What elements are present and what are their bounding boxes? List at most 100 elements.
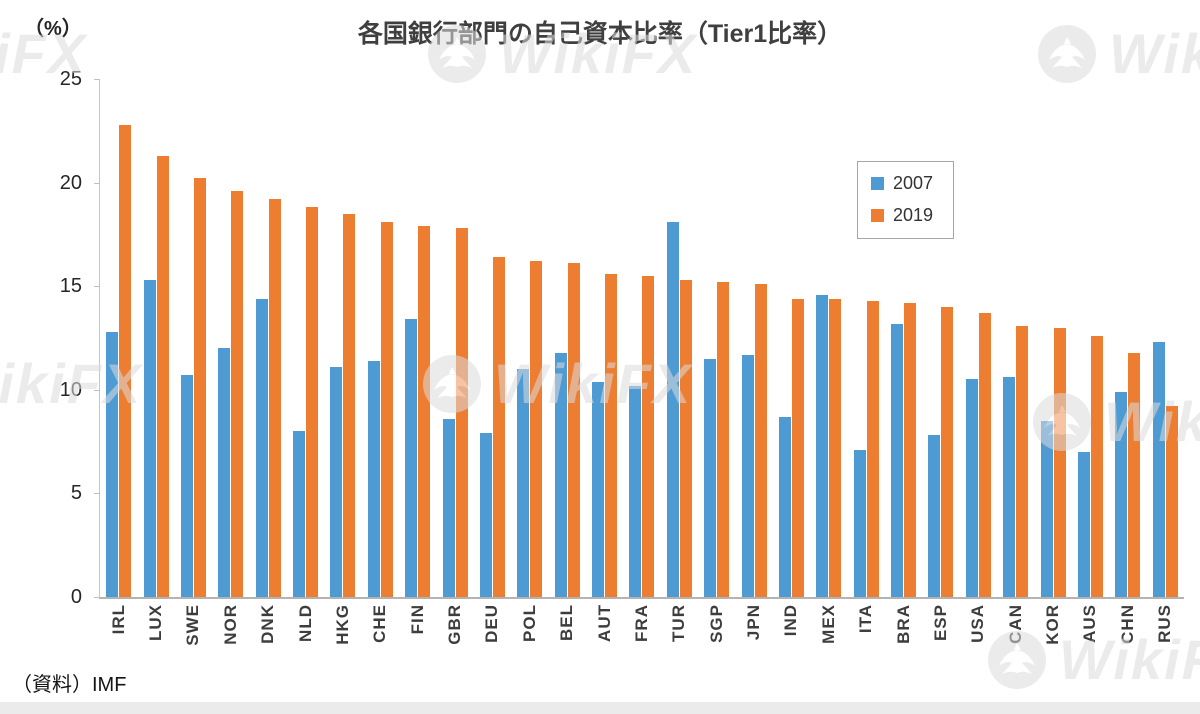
bar-group-RUS: RUS: [1147, 79, 1184, 643]
bar-group-FRA: FRA: [623, 79, 660, 642]
x-label-SGP: SGP: [706, 604, 726, 643]
x-label-BRA: BRA: [893, 604, 913, 644]
bar-2019-CAN: [1016, 325, 1029, 597]
bar-2019-GBR: [455, 228, 468, 597]
legend-item-2007: 2007: [871, 174, 933, 192]
bar-2007-SWE: [180, 375, 193, 597]
bar-2007-ESP: [928, 435, 941, 597]
bar-2019-MEX: [829, 298, 842, 597]
bar-2007-MEX: [816, 294, 829, 597]
x-label-KOR: KOR: [1043, 604, 1063, 645]
bar-group-LUX: LUX: [137, 79, 174, 641]
x-label-FRA: FRA: [631, 604, 651, 642]
bar-2007-IRL: [106, 331, 119, 597]
bar-2007-LUX: [143, 279, 156, 597]
x-label-ESP: ESP: [930, 604, 950, 642]
bar-2019-DNK: [268, 199, 281, 597]
bar-group-IRL: IRL: [100, 79, 137, 634]
bar-2007-DEU: [479, 433, 492, 597]
legend-label-2019: 2019: [893, 205, 934, 225]
bar-group-CHN: CHN: [1109, 79, 1146, 644]
bar-group-FIN: FIN: [399, 79, 436, 634]
x-label-RUS: RUS: [1155, 604, 1175, 643]
bar-2019-KOR: [1053, 327, 1066, 597]
bar-group-ESP: ESP: [922, 79, 959, 641]
y-tick-0: 0: [70, 586, 101, 608]
bar-2019-POL: [530, 261, 543, 597]
bar-2019-FIN: [418, 226, 431, 597]
bar-group-MEX: MEX: [810, 79, 847, 644]
bar-group-NOR: NOR: [212, 79, 249, 645]
x-label-LUX: LUX: [146, 604, 166, 641]
bar-2019-IND: [791, 298, 804, 597]
y-axis-unit-label: （%）: [24, 18, 82, 40]
bar-group-HKG: HKG: [324, 79, 361, 645]
bar-group-AUS: AUS: [1072, 79, 1109, 643]
x-label-IRL: IRL: [108, 604, 128, 635]
bar-2019-NOR: [231, 190, 244, 597]
bar-2019-CHE: [380, 221, 393, 597]
bar-2019-JPN: [754, 284, 767, 597]
bar-group-JPN: JPN: [735, 79, 772, 640]
x-label-HKG: HKG: [332, 604, 352, 645]
y-tick-20: 20: [59, 171, 101, 194]
bar-2019-FRA: [642, 275, 655, 597]
bar-2007-GBR: [442, 418, 455, 597]
bar-2007-AUS: [1077, 451, 1090, 597]
bar-group-BRA: BRA: [885, 79, 922, 644]
bar-2019-LUX: [156, 155, 169, 597]
bar-2007-BRA: [891, 323, 904, 597]
legend-swatch-2019: [871, 208, 884, 222]
y-tick-5: 5: [70, 482, 101, 505]
legend-item-2019: 2019: [871, 206, 933, 224]
bar-2019-AUS: [1090, 335, 1103, 597]
bar-group-IND: IND: [773, 79, 810, 636]
bar-group-CAN: CAN: [997, 79, 1034, 644]
x-label-MEX: MEX: [818, 604, 838, 644]
y-axis: 0 5 10 15 20 25: [0, 69, 101, 607]
bar-2019-CHN: [1128, 352, 1141, 597]
bar-2019-ESP: [941, 306, 954, 597]
bar-group-DNK: DNK: [250, 79, 287, 644]
bar-2019-TUR: [679, 279, 692, 597]
bar-2019-BRA: [904, 302, 917, 597]
bar-2019-SGP: [717, 282, 730, 597]
x-label-NOR: NOR: [220, 604, 240, 645]
x-label-POL: POL: [519, 604, 539, 642]
bar-2007-NOR: [218, 348, 231, 597]
x-label-JPN: JPN: [744, 604, 764, 641]
chart-title: 各国銀行部門の自己資本比率（Tier1比率）: [357, 20, 843, 48]
x-label-DEU: DEU: [482, 604, 502, 643]
bar-2019-ITA: [866, 300, 879, 597]
bar-2019-HKG: [343, 213, 356, 597]
bar-2019-BEL: [567, 263, 580, 597]
x-label-IND: IND: [781, 604, 801, 637]
bar-2007-IND: [778, 416, 791, 597]
x-label-AUT: AUT: [594, 604, 614, 642]
bar-group-POL: POL: [511, 79, 548, 642]
bar-group-AUT: AUT: [586, 79, 623, 642]
source-note: （資料）IMF: [12, 674, 127, 696]
bar-2019-USA: [978, 313, 991, 597]
x-label-FIN: FIN: [407, 604, 427, 635]
x-label-USA: USA: [968, 604, 988, 643]
bar-group-CHE: CHE: [362, 79, 399, 643]
bar-group-ITA: ITA: [848, 79, 885, 633]
bar-group-DEU: DEU: [474, 79, 511, 643]
bar-2007-NLD: [293, 431, 306, 597]
legend-swatch-2007: [871, 176, 884, 190]
bar-2007-RUS: [1152, 342, 1165, 597]
bar-2007-USA: [965, 379, 978, 597]
x-label-CAN: CAN: [1005, 604, 1025, 644]
bar-2007-DNK: [255, 298, 268, 597]
bar-2007-FIN: [405, 319, 418, 597]
bar-2019-DEU: [492, 257, 505, 597]
bar-group-GBR: GBR: [436, 79, 473, 645]
x-label-SWE: SWE: [183, 604, 203, 646]
bar-2007-JPN: [741, 354, 754, 597]
x-label-GBR: GBR: [445, 604, 465, 645]
bar-2007-CHN: [1115, 391, 1128, 597]
bar-2019-AUT: [605, 273, 618, 597]
bar-2007-CHE: [367, 360, 380, 597]
bar-group-USA: USA: [960, 79, 997, 643]
